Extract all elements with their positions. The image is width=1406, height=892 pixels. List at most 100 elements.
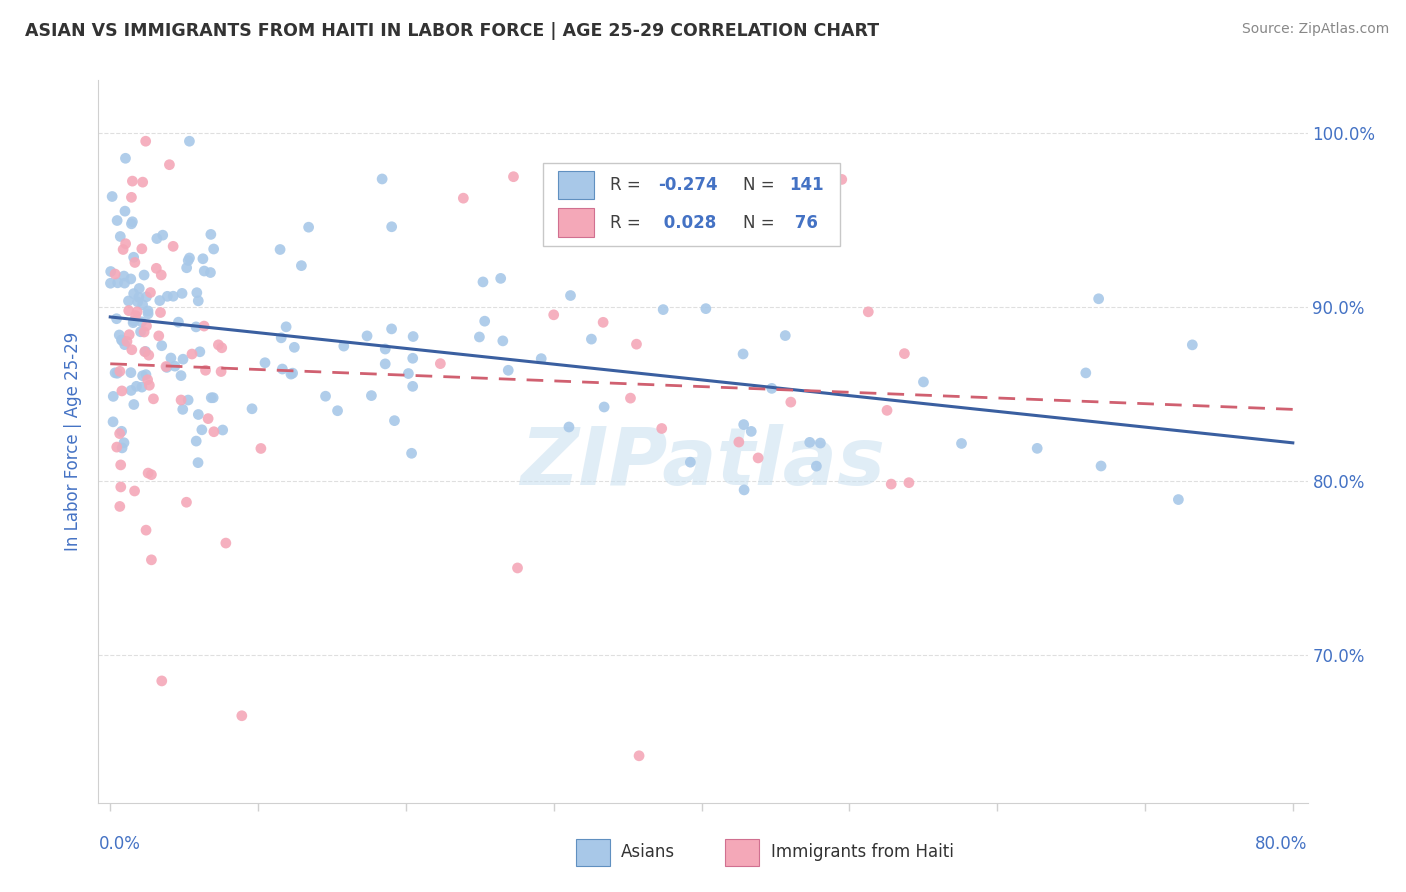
Point: [298, 220, 321, 235]
Point: [112, 269, 135, 284]
Point: [401, 446, 423, 460]
Point: [530, 351, 553, 366]
Point: [105, 311, 128, 326]
Point: [581, 332, 603, 346]
Point: [120, 217, 142, 231]
Point: [167, 315, 190, 329]
Point: [560, 288, 582, 302]
Point: [148, 329, 170, 343]
Point: [110, 480, 132, 494]
Point: [139, 285, 162, 300]
Point: [141, 553, 163, 567]
Point: [131, 315, 153, 329]
Point: [1026, 442, 1049, 456]
Bar: [558, 170, 595, 200]
Point: [108, 426, 131, 441]
Point: [496, 363, 519, 377]
Point: [141, 467, 163, 482]
Point: [170, 368, 193, 383]
Point: [103, 389, 125, 403]
Point: [1181, 338, 1204, 352]
Point: [326, 403, 349, 417]
Point: [118, 303, 141, 318]
Point: [472, 275, 495, 289]
Point: [593, 400, 616, 414]
Point: [162, 289, 184, 303]
Point: [806, 459, 828, 474]
Point: [381, 322, 404, 336]
Point: [240, 401, 263, 416]
Point: [105, 440, 128, 454]
Point: [131, 368, 153, 383]
Point: [104, 366, 127, 380]
Text: Immigrants from Haiti: Immigrants from Haiti: [770, 843, 953, 861]
Point: [374, 357, 396, 371]
Point: [128, 290, 150, 304]
Point: [105, 366, 128, 380]
Point: [131, 242, 153, 256]
Point: [108, 364, 131, 378]
Point: [253, 356, 276, 370]
Text: ZIPatlas: ZIPatlas: [520, 425, 886, 502]
Point: [187, 456, 209, 470]
Point: [112, 435, 135, 450]
Point: [775, 328, 797, 343]
Point: [207, 338, 229, 352]
Point: [160, 351, 183, 365]
Point: [149, 305, 172, 319]
Point: [110, 425, 132, 439]
Point: [197, 411, 219, 425]
Point: [695, 301, 717, 316]
Point: [779, 395, 801, 409]
Point: [1090, 458, 1112, 473]
Point: [110, 229, 132, 244]
Point: [211, 341, 233, 355]
Point: [186, 434, 208, 448]
Point: [121, 215, 143, 229]
Point: [122, 314, 145, 328]
Point: [619, 391, 641, 405]
Point: [628, 748, 651, 763]
Point: [371, 172, 394, 186]
Point: [740, 425, 762, 439]
Point: [290, 259, 312, 273]
Point: [193, 264, 215, 278]
Point: [120, 272, 142, 286]
Point: [134, 344, 156, 359]
Point: [101, 189, 124, 203]
Point: [127, 305, 149, 319]
Point: [100, 264, 122, 278]
Point: [280, 367, 302, 381]
Point: [110, 458, 132, 472]
Point: [111, 384, 134, 398]
Point: [276, 319, 298, 334]
Point: [114, 151, 136, 165]
Point: [179, 251, 201, 265]
Point: [117, 293, 139, 308]
Point: [152, 228, 174, 243]
Point: [131, 175, 153, 189]
Point: [120, 366, 142, 380]
Point: [110, 333, 132, 347]
Point: [679, 455, 702, 469]
Bar: [543, 163, 839, 246]
Point: [200, 391, 222, 405]
Point: [626, 337, 648, 351]
Point: [209, 365, 232, 379]
Point: [194, 363, 217, 377]
Point: [150, 339, 173, 353]
Point: [136, 373, 159, 387]
Point: [270, 331, 292, 345]
Text: R =: R =: [610, 213, 645, 232]
Point: [184, 319, 207, 334]
Point: [747, 450, 769, 465]
Point: [897, 475, 920, 490]
Text: 0.028: 0.028: [658, 213, 717, 232]
Point: [111, 441, 134, 455]
Point: [177, 253, 200, 268]
Point: [502, 169, 524, 184]
Point: [131, 380, 153, 394]
Point: [269, 243, 291, 257]
Point: [799, 435, 821, 450]
Point: [858, 305, 880, 319]
